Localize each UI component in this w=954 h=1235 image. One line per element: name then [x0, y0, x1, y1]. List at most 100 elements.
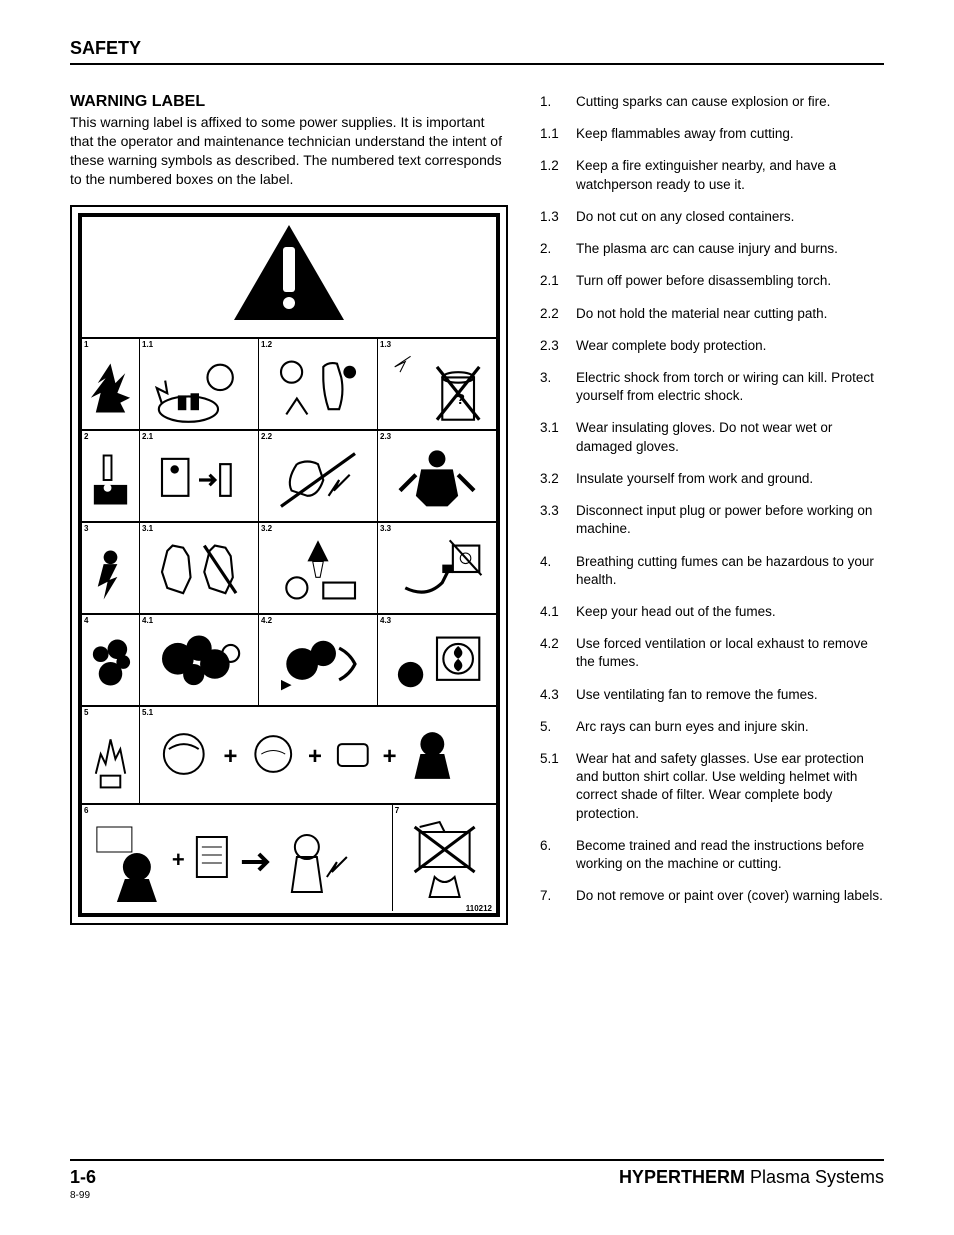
- svg-text:+: +: [308, 743, 322, 770]
- ventilating-fan-icon: [382, 627, 492, 701]
- warning-text: Disconnect input plug or power before wo…: [576, 502, 884, 538]
- page-footer: 1-6 8-99 HYPERTHERM Plasma Systems: [70, 1159, 884, 1201]
- warning-text: Keep a fire extinguisher nearby, and hav…: [576, 157, 884, 193]
- warning-text: Keep flammables away from cutting.: [576, 125, 884, 143]
- warning-number: 4.1: [540, 603, 568, 621]
- cell-1-3: 1.3 ?: [378, 339, 496, 429]
- spark-explosion-icon: [86, 351, 135, 425]
- cell-3: 3: [82, 523, 140, 613]
- warning-item: 1. Cutting sparks can cause explosion or …: [540, 93, 884, 111]
- cell-number: 3: [84, 524, 88, 533]
- warning-number: 7.: [540, 887, 568, 905]
- warning-text: Insulate yourself from work and ground.: [576, 470, 884, 488]
- warning-number: 4.2: [540, 635, 568, 671]
- warning-text: Electric shock from torch or wiring can …: [576, 369, 884, 405]
- cell-1-1: 1.1: [140, 339, 259, 429]
- cell-number: 5: [84, 708, 88, 717]
- warning-text: Turn off power before disassembling torc…: [576, 272, 884, 290]
- warning-text: Cutting sparks can cause explosion or fi…: [576, 93, 884, 111]
- warning-text: Do not remove or paint over (cover) warn…: [576, 887, 884, 905]
- warning-number: 1.1: [540, 125, 568, 143]
- cell-6: 6 +: [82, 805, 393, 911]
- warning-list: 1. Cutting sparks can cause explosion or …: [540, 93, 884, 906]
- svg-text:?: ?: [456, 391, 465, 407]
- warning-text: Become trained and read the instructions…: [576, 837, 884, 873]
- warning-text: Wear complete body protection.: [576, 337, 884, 355]
- left-column: WARNING LABEL This warning label is affi…: [70, 93, 508, 925]
- flammables-icon: [144, 351, 254, 425]
- warning-item: 3.1Wear insulating gloves. Do not wear w…: [540, 419, 884, 455]
- cell-7: 7: [393, 805, 496, 911]
- hand-cutting-path-icon: [263, 443, 373, 517]
- warning-triangle-icon: [234, 225, 344, 320]
- cell-number: 3.1: [142, 524, 153, 533]
- warning-number: 4.3: [540, 686, 568, 704]
- cell-number: 2.1: [142, 432, 153, 441]
- warning-triangle-panel: [78, 213, 500, 333]
- warning-item: 6.Become trained and read the instructio…: [540, 837, 884, 873]
- brand-bold: HYPERTHERM: [619, 1167, 745, 1187]
- warning-item: 4.Breathing cutting fumes can be hazardo…: [540, 553, 884, 589]
- warning-number: 3.2: [540, 470, 568, 488]
- warning-item: 3.2 Insulate yourself from work and groun…: [540, 470, 884, 488]
- warning-number: 3.3: [540, 502, 568, 538]
- safety-gear-icon: +++: [144, 719, 492, 799]
- warning-text: Do not hold the material near cutting pa…: [576, 305, 884, 323]
- head-out-fumes-icon: [144, 627, 254, 701]
- cell-4-1: 4.1: [140, 615, 259, 705]
- warning-number: 2.: [540, 240, 568, 258]
- cell-number: 6: [84, 806, 88, 815]
- cell-number: 4.1: [142, 616, 153, 625]
- warning-number: 6.: [540, 837, 568, 873]
- cell-2-1: 2.1: [140, 431, 259, 521]
- cell-number: 1.2: [261, 340, 272, 349]
- warning-item: 4.2Use forced ventilation or local exhau…: [540, 635, 884, 671]
- warning-number: 1.: [540, 93, 568, 111]
- warning-label-figure: 1 1.1 1.2 1: [70, 205, 508, 925]
- cell-number: 7: [395, 806, 399, 815]
- warning-item: 2.3 Wear complete body protection.: [540, 337, 884, 355]
- part-number: 110212: [466, 904, 492, 913]
- figure-row-1: 1 1.1 1.2 1: [82, 337, 496, 429]
- fire-extinguisher-icon: [263, 351, 373, 425]
- cell-4: 4: [82, 615, 140, 705]
- svg-text:+: +: [383, 743, 397, 770]
- cell-number: 1: [84, 340, 88, 349]
- warning-number: 2.2: [540, 305, 568, 323]
- cell-number: 4: [84, 616, 88, 625]
- warning-number: 5.1: [540, 750, 568, 823]
- figure-row-4: 4 4.1 4.2 4: [82, 613, 496, 705]
- cell-number: 3.3: [380, 524, 391, 533]
- warning-text: Keep your head out of the fumes.: [576, 603, 884, 621]
- warning-item: 3.3 Disconnect input plug or power before…: [540, 502, 884, 538]
- cell-1: 1: [82, 339, 140, 429]
- cell-5: 5: [82, 707, 140, 803]
- date-code: 8-99: [70, 1190, 96, 1201]
- warning-item: 4.1 Keep your head out of the fumes.: [540, 603, 884, 621]
- warning-number: 5.: [540, 718, 568, 736]
- warning-item: 1.1 Keep flammables away from cutting.: [540, 125, 884, 143]
- cell-number: 4.2: [261, 616, 272, 625]
- warning-item: 7. Do not remove or paint over (cover) wa…: [540, 887, 884, 905]
- cell-number: 5.1: [142, 708, 153, 717]
- closed-container-icon: ?: [382, 351, 492, 425]
- arc-rays-icon: [86, 719, 135, 799]
- warning-number: 1.3: [540, 208, 568, 226]
- page-number: 1-6: [70, 1167, 96, 1188]
- warning-item: 1.2Keep a fire extinguisher nearby, and …: [540, 157, 884, 193]
- plasma-burn-icon: [86, 443, 135, 517]
- cell-number: 2.2: [261, 432, 272, 441]
- footer-left: 1-6 8-99: [70, 1167, 96, 1201]
- warning-item: 2.1Turn off power before disassembling t…: [540, 272, 884, 290]
- warning-text: Breathing cutting fumes can be hazardous…: [576, 553, 884, 589]
- warning-number: 2.3: [540, 337, 568, 355]
- cell-1-2: 1.2: [259, 339, 378, 429]
- warning-item: 2.The plasma arc can cause injury and bu…: [540, 240, 884, 258]
- cell-5-1: 5.1 +++: [140, 707, 496, 803]
- cell-number: 3.2: [261, 524, 272, 533]
- warning-text: Wear hat and safety glasses. Use ear pro…: [576, 750, 884, 823]
- warning-text: Wear insulating gloves. Do not wear wet …: [576, 419, 884, 455]
- warning-number: 4.: [540, 553, 568, 589]
- section-header: SAFETY: [70, 38, 884, 65]
- warning-text: Arc rays can burn eyes and injure skin.: [576, 718, 884, 736]
